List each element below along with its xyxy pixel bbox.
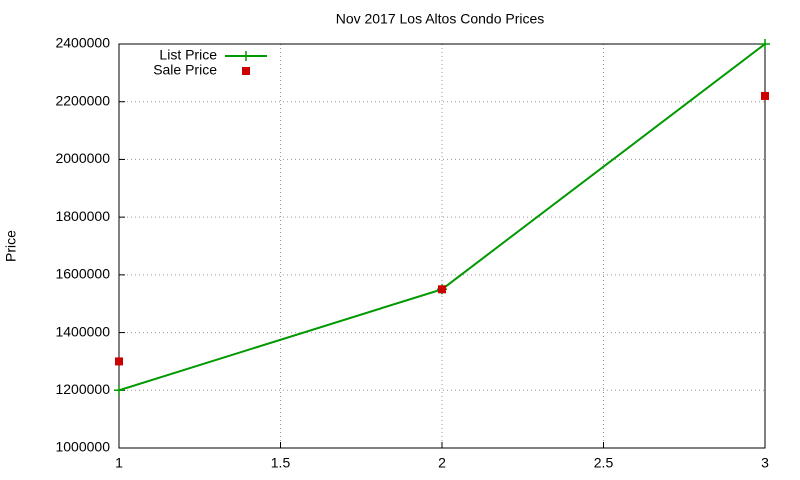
x-tick-label: 2 <box>438 455 446 471</box>
legend-marker <box>242 67 250 75</box>
marker <box>114 385 124 396</box>
chart-title: Nov 2017 Los Altos Condo Prices <box>336 11 545 27</box>
y-tick-label: 2400000 <box>55 35 110 51</box>
y-tick-label: 1200000 <box>55 381 110 397</box>
x-tick-label: 1 <box>115 455 123 471</box>
legend-label: Sale Price <box>153 62 217 78</box>
x-tick-label: 2.5 <box>594 455 614 471</box>
y-tick-label: 1400000 <box>55 323 110 339</box>
legend-marker <box>241 51 251 61</box>
y-tick-label: 1000000 <box>55 439 110 455</box>
y-tick-label: 1800000 <box>55 208 110 224</box>
legend-label: List Price <box>159 47 217 63</box>
point <box>115 357 123 366</box>
y-axis-label: Price <box>3 230 19 262</box>
y-tick-label: 2200000 <box>55 92 110 108</box>
y-tick-label: 1600000 <box>55 266 110 282</box>
y-tick-label: 2000000 <box>55 150 110 166</box>
plot-frame <box>118 43 766 449</box>
point <box>438 285 446 294</box>
x-tick-label: 1.5 <box>271 455 291 471</box>
x-tick-label: 3 <box>761 455 769 471</box>
point <box>761 91 769 100</box>
marker <box>760 39 770 49</box>
